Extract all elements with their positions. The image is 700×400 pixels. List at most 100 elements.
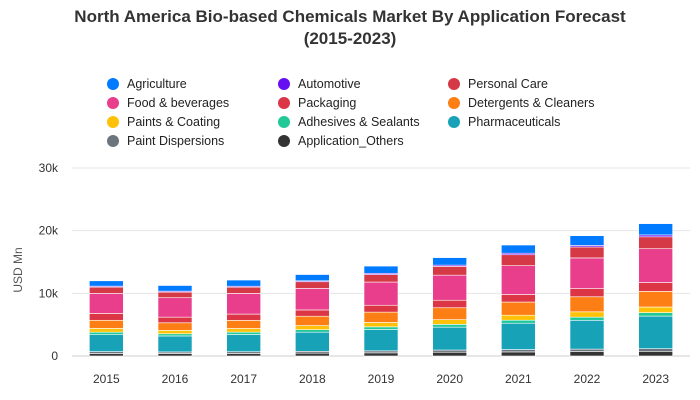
chart-legend: Agriculture Automotive Personal Care Food &…: [0, 0, 700, 160]
legend-label-adhesives-sealants: Adhesives & Sealants: [298, 115, 420, 129]
bar-pharmaceuticals-2017: [226, 334, 261, 353]
legend-item-detergents-cleaners[interactable]: Detergents & Cleaners: [448, 95, 594, 111]
legend-marker-detergents-cleaners: [448, 97, 460, 109]
legend-item-adhesives-sealants[interactable]: Adhesives & Sealants: [278, 114, 420, 130]
bar-agriculture-2021: [501, 244, 536, 254]
bar-personal-care-2019: [363, 274, 399, 283]
bar-paint-dispersions-2020: [432, 349, 467, 353]
bar-pharmaceuticals-2022: [569, 319, 605, 350]
chart-title-line-2: (2015-2023): [303, 29, 397, 48]
legend-item-application-others[interactable]: Application_Others: [278, 133, 404, 149]
x-tick-label-2021: 2021: [505, 372, 532, 386]
bar-paint-dispersions-2022: [569, 348, 605, 352]
bar-paints-coating-2019: [363, 322, 399, 328]
legend-item-paint-dispersions[interactable]: Paint Dispersions: [107, 133, 224, 149]
legend-item-personal-care[interactable]: Personal Care: [448, 76, 548, 92]
bar-pharmaceuticals-2021: [501, 322, 536, 350]
legend-marker-adhesives-sealants: [278, 116, 290, 128]
bar-application-others-2018: [295, 352, 330, 357]
legend-marker-paints-coating: [107, 116, 119, 128]
x-tick-label-2016: 2016: [162, 372, 189, 386]
bar-adhesives-sealants-2023: [638, 312, 673, 317]
bar-detergents-cleaners-2016: [157, 322, 193, 331]
bar-detergents-cleaners-2015: [89, 319, 124, 329]
bar-personal-care-2020: [432, 266, 467, 276]
bar-adhesives-sealants-2016: [157, 333, 193, 337]
bar-packaging-2021: [501, 294, 536, 303]
bar-detergents-cleaners-2019: [363, 311, 399, 323]
x-tick-label-2022: 2022: [574, 372, 601, 386]
bar-personal-care-2023: [638, 236, 673, 250]
bar-paints-coating-2018: [295, 325, 330, 330]
bar-paints-coating-2021: [501, 314, 536, 321]
y-axis-title: USD Mn: [11, 247, 25, 292]
bar-paints-coating-2023: [638, 306, 673, 313]
legend-marker-paint-dispersions: [107, 135, 119, 147]
legend-item-agriculture[interactable]: Agriculture: [107, 76, 187, 92]
bar-agriculture-2015: [89, 280, 124, 287]
bar-detergents-cleaners-2021: [501, 301, 536, 316]
bar-detergents-cleaners-2020: [432, 307, 467, 320]
bar-stack-2022: [569, 235, 605, 357]
bar-adhesives-sealants-2015: [89, 331, 124, 335]
x-tick-label-2018: 2018: [299, 372, 326, 386]
legend-marker-packaging: [278, 97, 290, 109]
bar-stack-2017: [226, 279, 261, 357]
bar-paints-coating-2016: [157, 330, 193, 335]
bar-detergents-cleaners-2023: [638, 291, 673, 308]
bar-personal-care-2018: [295, 281, 330, 289]
bar-stack-2019: [363, 265, 399, 357]
bar-adhesives-sealants-2022: [569, 316, 605, 321]
bar-agriculture-2022: [569, 235, 605, 246]
bar-adhesives-sealants-2021: [501, 319, 536, 324]
bar-agriculture-2017: [226, 279, 261, 287]
bar-pharmaceuticals-2023: [638, 315, 673, 349]
legend-label-automotive: Automotive: [298, 77, 361, 91]
bar-adhesives-sealants-2018: [295, 329, 330, 333]
bar-agriculture-2016: [157, 285, 193, 292]
bar-adhesives-sealants-2017: [226, 331, 261, 335]
legend-item-pharmaceuticals[interactable]: Pharmaceuticals: [448, 114, 560, 130]
bar-adhesives-sealants-2020: [432, 324, 467, 328]
bar-personal-care-2016: [157, 291, 193, 299]
legend-item-food-beverages[interactable]: Food & beverages: [107, 95, 229, 111]
bar-paint-dispersions-2021: [501, 349, 536, 353]
bar-stack-2023: [638, 223, 673, 357]
legend-marker-food-beverages: [107, 97, 119, 109]
legend-label-food-beverages: Food & beverages: [127, 96, 230, 110]
bar-application-others-2020: [432, 351, 467, 357]
legend-label-application-others: Application_Others: [298, 134, 404, 148]
x-tick-label-2020: 2020: [436, 372, 463, 386]
bar-stack-2020: [432, 257, 467, 357]
legend-item-packaging[interactable]: Packaging: [278, 95, 356, 111]
bar-pharmaceuticals-2020: [432, 326, 467, 351]
legend-item-automotive[interactable]: Automotive: [278, 76, 361, 92]
bar-paint-dispersions-2019: [363, 350, 399, 354]
bar-packaging-2018: [295, 309, 330, 317]
bar-paints-coating-2022: [569, 311, 605, 318]
bar-food-beverages-2022: [569, 257, 605, 289]
bar-food-beverages-2017: [226, 293, 261, 315]
bar-paints-coating-2017: [226, 328, 261, 333]
bar-paint-dispersions-2023: [638, 348, 673, 352]
legend-marker-agriculture: [107, 78, 119, 90]
bar-pharmaceuticals-2019: [363, 329, 399, 352]
bar-agriculture-2023: [638, 223, 673, 236]
legend-item-paints-coating[interactable]: Paints & Coating: [107, 114, 220, 130]
bar-packaging-2019: [363, 304, 399, 313]
bar-packaging-2015: [89, 313, 124, 321]
bar-packaging-2016: [157, 316, 193, 324]
y-tick-label-0: 0: [51, 349, 58, 363]
y-tick-label-1: 10k: [39, 286, 59, 300]
legend-label-agriculture: Agriculture: [127, 77, 187, 91]
y-tick-label-3: 30k: [39, 161, 59, 175]
x-tick-label-2015: 2015: [93, 372, 120, 386]
bar-stack-2018: [295, 274, 330, 357]
bar-pharmaceuticals-2015: [89, 334, 124, 352]
bar-personal-care-2015: [89, 286, 124, 294]
bar-application-others-2021: [501, 351, 536, 357]
bar-personal-care-2021: [501, 254, 536, 266]
legend-label-detergents-cleaners: Detergents & Cleaners: [468, 96, 595, 110]
